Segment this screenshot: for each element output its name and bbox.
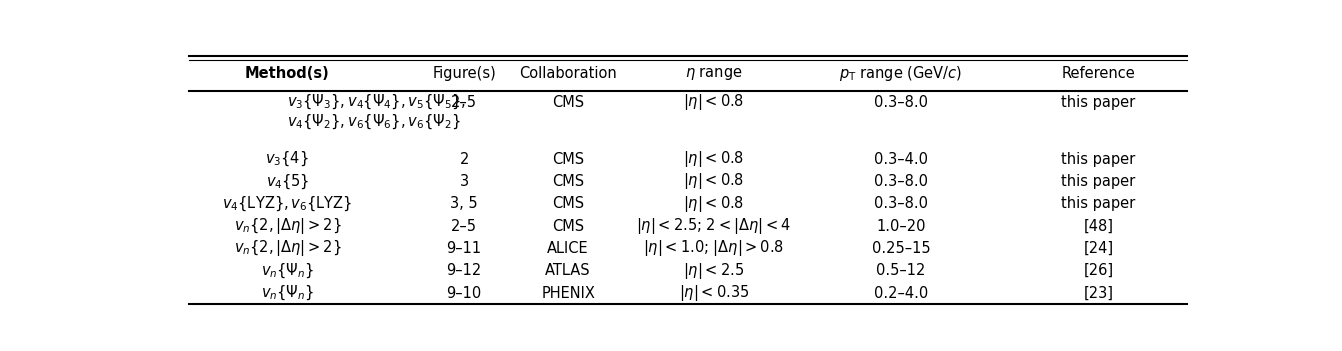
Text: PHENIX: PHENIX bbox=[541, 286, 595, 300]
Text: ALICE: ALICE bbox=[548, 241, 589, 256]
Text: 9–11: 9–11 bbox=[447, 241, 482, 256]
Text: [26]: [26] bbox=[1083, 263, 1114, 278]
Text: CMS: CMS bbox=[552, 152, 584, 166]
Text: this paper: this paper bbox=[1062, 94, 1135, 110]
Text: Collaboration: Collaboration bbox=[519, 66, 617, 81]
Text: $|\eta| < 0.8$: $|\eta| < 0.8$ bbox=[683, 92, 745, 112]
Text: $v_n\{\Psi_n\}$: $v_n\{\Psi_n\}$ bbox=[260, 284, 314, 302]
Text: $|\eta| < 0.8$: $|\eta| < 0.8$ bbox=[683, 194, 745, 214]
Text: [24]: [24] bbox=[1083, 241, 1114, 256]
Text: $|\eta| < 2.5$: $|\eta| < 2.5$ bbox=[683, 261, 745, 281]
Text: 0.25–15: 0.25–15 bbox=[872, 241, 930, 256]
Text: CMS: CMS bbox=[552, 196, 584, 211]
Text: $|\eta| < 0.8$: $|\eta| < 0.8$ bbox=[683, 171, 745, 191]
Text: ATLAS: ATLAS bbox=[545, 263, 590, 278]
Text: Method(s): Method(s) bbox=[246, 66, 330, 81]
Text: $p_{\mathrm{T}}$ range (GeV/$c$): $p_{\mathrm{T}}$ range (GeV/$c$) bbox=[839, 64, 962, 83]
Text: $v_n\{2, |\Delta\eta| > 2\}$: $v_n\{2, |\Delta\eta| > 2\}$ bbox=[234, 216, 341, 236]
Text: 3: 3 bbox=[459, 174, 468, 189]
Text: 0.3–4.0: 0.3–4.0 bbox=[874, 152, 927, 166]
Text: 9–10: 9–10 bbox=[447, 286, 482, 300]
Text: this paper: this paper bbox=[1062, 174, 1135, 189]
Text: $|\eta| < 1.0$; $|\Delta\eta| > 0.8$: $|\eta| < 1.0$; $|\Delta\eta| > 0.8$ bbox=[643, 238, 784, 258]
Text: 1.0–20: 1.0–20 bbox=[876, 219, 926, 233]
Text: 9–12: 9–12 bbox=[447, 263, 482, 278]
Text: $v_4\{5\}$: $v_4\{5\}$ bbox=[266, 172, 309, 191]
Text: this paper: this paper bbox=[1062, 196, 1135, 211]
Text: [23]: [23] bbox=[1083, 286, 1114, 300]
Text: $v_3\{\Psi_3\}, v_4\{\Psi_4\}, v_5\{\Psi_5\}$,: $v_3\{\Psi_3\}, v_4\{\Psi_4\}, v_5\{\Psi… bbox=[287, 93, 466, 111]
Text: $\eta$ range: $\eta$ range bbox=[684, 65, 742, 82]
Text: 0.5–12: 0.5–12 bbox=[876, 263, 926, 278]
Text: this paper: this paper bbox=[1062, 152, 1135, 166]
Text: 0.2–4.0: 0.2–4.0 bbox=[874, 286, 929, 300]
Text: $v_4\{\mathrm{LYZ}\}, v_6\{\mathrm{LYZ}\}$: $v_4\{\mathrm{LYZ}\}, v_6\{\mathrm{LYZ}\… bbox=[223, 194, 353, 213]
Text: 2: 2 bbox=[459, 152, 468, 166]
Text: $|\eta| < 0.8$: $|\eta| < 0.8$ bbox=[683, 149, 745, 169]
Text: 0.3–8.0: 0.3–8.0 bbox=[874, 196, 927, 211]
Text: 0.3–8.0: 0.3–8.0 bbox=[874, 174, 927, 189]
Text: 0.3–8.0: 0.3–8.0 bbox=[874, 94, 927, 110]
Text: $v_3\{4\}$: $v_3\{4\}$ bbox=[266, 150, 309, 168]
Text: CMS: CMS bbox=[552, 174, 584, 189]
Text: $|\eta| < 0.35$: $|\eta| < 0.35$ bbox=[679, 283, 749, 303]
Text: $v_n\{2, |\Delta\eta| > 2\}$: $v_n\{2, |\Delta\eta| > 2\}$ bbox=[234, 238, 341, 258]
Text: 3, 5: 3, 5 bbox=[451, 196, 478, 211]
Text: Reference: Reference bbox=[1062, 66, 1135, 81]
Text: $v_4\{\Psi_2\}, v_6\{\Psi_6\}, v_6\{\Psi_2\}$: $v_4\{\Psi_2\}, v_6\{\Psi_6\}, v_6\{\Psi… bbox=[287, 112, 462, 131]
Text: Figure(s): Figure(s) bbox=[432, 66, 497, 81]
Text: CMS: CMS bbox=[552, 219, 584, 233]
Text: 2–5: 2–5 bbox=[451, 94, 478, 110]
Text: $|\eta| < 2.5$; $2 < |\Delta\eta| < 4$: $|\eta| < 2.5$; $2 < |\Delta\eta| < 4$ bbox=[636, 216, 790, 236]
Text: CMS: CMS bbox=[552, 94, 584, 110]
Text: 2–5: 2–5 bbox=[451, 219, 478, 233]
Text: [48]: [48] bbox=[1083, 219, 1114, 233]
Text: $v_n\{\Psi_n\}$: $v_n\{\Psi_n\}$ bbox=[260, 261, 314, 280]
